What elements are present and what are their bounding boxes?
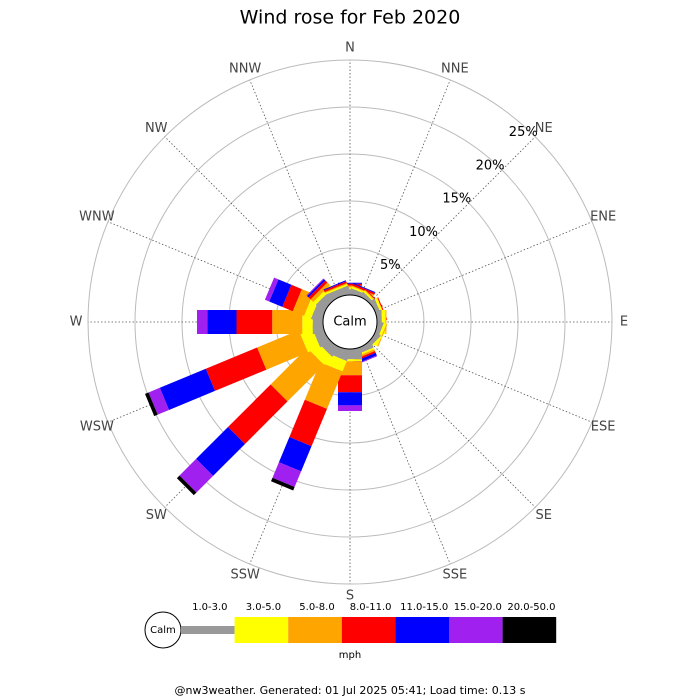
wind-bar-segment (338, 375, 362, 393)
wind-bar-segment (269, 279, 292, 307)
wind-bar-segment (306, 278, 325, 297)
direction-label: WSW (80, 419, 114, 434)
direction-label: WNW (79, 210, 115, 225)
wind-bar-segment (304, 362, 343, 409)
direction-label: NNE (441, 61, 469, 76)
legend-label: 5.0-8.0 (299, 602, 334, 613)
wind-bar-segment (145, 392, 158, 417)
direction-label: S (346, 589, 354, 604)
wind-bar-segment (228, 384, 288, 444)
wind-bar-segment (236, 310, 273, 334)
direction-ray (164, 136, 332, 304)
legend-label: 3.0-5.0 (246, 602, 281, 613)
r-tick-label: 10% (409, 225, 438, 240)
direction-ray (374, 221, 593, 313)
wind-bar-segment (272, 310, 303, 334)
r-tick-label: 25% (509, 125, 538, 140)
wind-bar-segment (325, 283, 348, 295)
legend-swatch (341, 617, 396, 643)
legend-label: 15.0-20.0 (454, 602, 502, 613)
wind-bar-segment (205, 347, 267, 391)
wind-bar-segment (196, 427, 245, 476)
wind-bar-segment (270, 347, 325, 402)
direction-ray (249, 79, 341, 298)
calm-label: Calm (333, 315, 366, 330)
legend-unit: mph (339, 650, 361, 661)
direction-ray (368, 136, 536, 304)
legend-swatch (449, 617, 503, 643)
direction-label: NNW (229, 61, 261, 76)
wind-bar-segment (282, 284, 302, 312)
wind-bar-segment (385, 310, 387, 334)
direction-ray (359, 79, 451, 298)
wind-bar-segment (264, 277, 279, 302)
direction-label: SW (146, 508, 167, 523)
wind-bar-segment (307, 279, 326, 298)
direction-label: SSW (230, 568, 260, 583)
direction-label: SE (536, 508, 552, 523)
legend-swatch (234, 617, 289, 643)
legend-swatch (502, 617, 557, 643)
legend-label: 1.0-3.0 (192, 602, 227, 613)
r-tick-label: 20% (476, 158, 505, 173)
r-tick-label: 5% (380, 258, 401, 273)
wind-bar-segment (271, 477, 295, 491)
direction-ray (368, 340, 536, 508)
direction-label: W (70, 315, 83, 330)
direction-label: NE (535, 121, 553, 136)
wind-bar-segment (338, 392, 362, 406)
wind-bar-segment (176, 475, 197, 496)
legend-swatch (181, 626, 235, 634)
direction-label: E (620, 315, 628, 330)
wind-bar-segment (257, 330, 308, 370)
legend-label: 11.0-15.0 (400, 602, 448, 613)
wind-bar-segment (308, 280, 328, 300)
direction-label: ENE (590, 210, 616, 225)
wind-bar-segment (325, 285, 351, 302)
wind-bar-segment (148, 387, 169, 415)
direction-ray (359, 346, 451, 565)
wind-bar-segment (352, 283, 375, 295)
wind-bar-segment (197, 310, 208, 334)
direction-label: N (345, 41, 355, 56)
wind-bar-segment (272, 462, 302, 487)
wind-bar-segment (377, 324, 388, 347)
legend-label: 20.0-50.0 (507, 602, 555, 613)
grid-circle (134, 106, 566, 538)
direction-ray (374, 331, 593, 423)
wind-bar-segment (338, 405, 362, 411)
wind-bar-segment (323, 281, 347, 293)
direction-label: SSE (442, 568, 467, 583)
legend-label: 8.0-11.0 (350, 602, 392, 613)
wind-bar-segment (352, 282, 376, 293)
wind-bar-segment (159, 368, 215, 410)
wind-bar-segment (310, 282, 331, 303)
legend-swatch (288, 617, 342, 643)
calm-circle (322, 294, 378, 350)
wind-bar-segment (324, 282, 348, 293)
wind-bar-segment (179, 458, 214, 493)
wind-bar-segment (289, 399, 327, 447)
wind-bar-segment (278, 437, 312, 472)
direction-label: NW (145, 121, 168, 136)
r-tick-label: 15% (442, 192, 471, 207)
wind-bar-segment (323, 280, 347, 291)
legend-calm-label: Calm (150, 625, 176, 636)
chart-title: Wind rose for Feb 2020 (240, 7, 461, 29)
legend-swatch (395, 617, 449, 643)
wind-bar-segment (207, 310, 237, 334)
footer: @nw3weather. Generated: 01 Jul 2025 05:4… (175, 684, 526, 697)
direction-label: ESE (591, 419, 616, 434)
